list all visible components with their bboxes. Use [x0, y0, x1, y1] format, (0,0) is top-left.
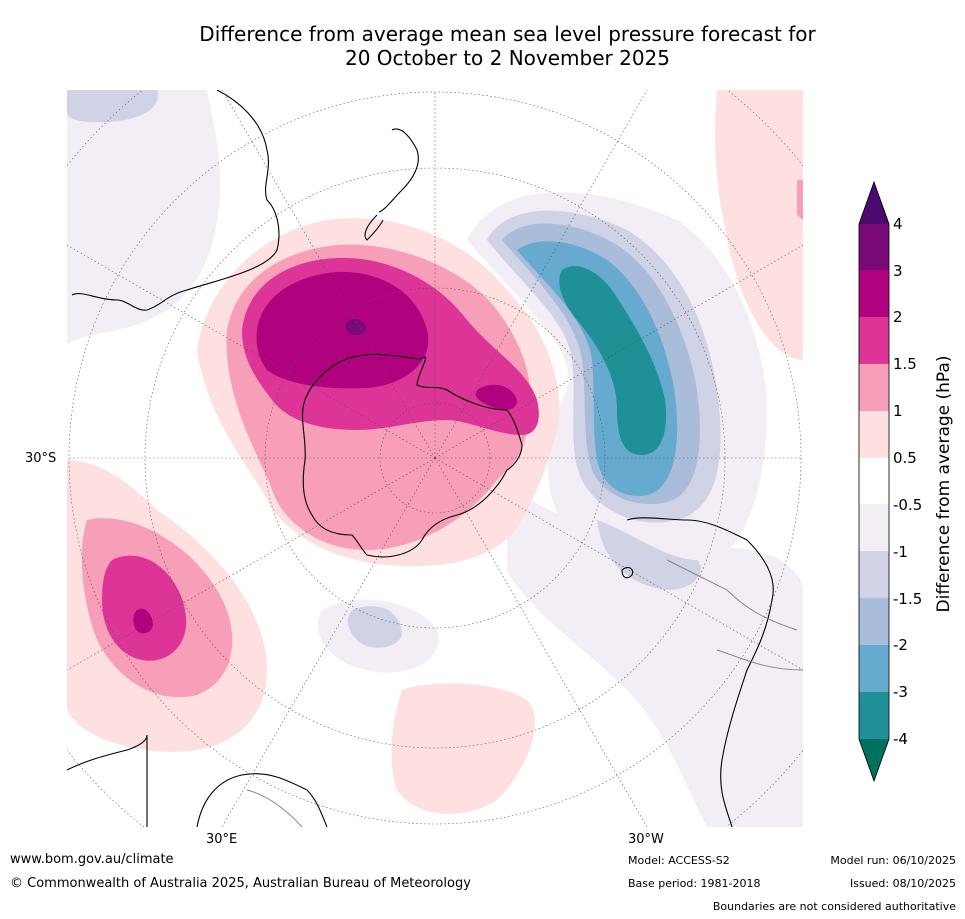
- colorbar-tick-1.5: 1.5: [893, 355, 917, 373]
- disclaimer: Boundaries are not considered authoritat…: [712, 900, 956, 913]
- colorbar-extend-top: [859, 182, 889, 224]
- colorbar-band-3to4: [859, 224, 889, 270]
- colorbar-band-0.5to1: [859, 411, 889, 458]
- boundaries: [246, 559, 803, 827]
- colorbar-band-1.5to2: [859, 317, 889, 364]
- lat-label-30s: 30°S: [25, 451, 57, 466]
- anomaly-neg-region-southeast: [507, 490, 803, 827]
- anomaly-pos-region-west-peak: [133, 608, 153, 634]
- coastlines: [67, 90, 774, 827]
- anomaly-neg-region-nw-deep: [67, 90, 158, 123]
- lon-label-30e: 30°E: [206, 832, 238, 847]
- title-line-2: 20 October to 2 November 2025: [344, 46, 671, 70]
- colorbar-band-neg1.5to2: [859, 598, 889, 645]
- anomaly-pos-region-central-2b: [475, 384, 517, 410]
- colorbar-extend-bottom: [859, 739, 889, 781]
- colorbar-tick-3: 3: [893, 262, 903, 280]
- colorbar-tick-2: 2: [893, 308, 903, 326]
- colorbar: [858, 180, 890, 783]
- website-link[interactable]: www.bom.gov.au/climate: [10, 852, 174, 867]
- anomaly-pos-region-central-3: [345, 319, 366, 336]
- colorbar-band-2to3: [859, 270, 889, 317]
- colorbar-tick-1: 1: [893, 402, 903, 420]
- anomaly-neg-region-east-4: [559, 266, 667, 455]
- colorbar-tick-neg0.5: -0.5: [893, 496, 923, 514]
- graticule: [67, 90, 803, 827]
- base-period: Base period: 1981-2018: [628, 877, 761, 890]
- colorbar-band-neutral: [859, 458, 889, 504]
- colorbar-tick-neg1: -1: [893, 543, 908, 561]
- model-name: Model: ACCESS-S2: [628, 854, 730, 867]
- anomaly-neg-region-south-deep: [347, 606, 402, 648]
- anomaly-pos-region-central-2: [256, 271, 429, 389]
- colorbar-band-neg3to4: [859, 692, 889, 739]
- colorbar-band-neg0.5to1: [859, 504, 889, 551]
- colorbar-tick-neg3: -3: [893, 683, 908, 701]
- model-run-date: Model run: 06/10/2025: [830, 854, 956, 867]
- anomaly-pos-region-west-strong: [102, 555, 187, 661]
- chart-title: Difference from average mean sea level p…: [120, 22, 895, 70]
- colorbar-title: Difference from average (hPa): [934, 355, 954, 613]
- pressure-anomaly-map: [67, 90, 803, 827]
- colorbar-band-neg1to1.5: [859, 551, 889, 598]
- colorbar-tick-neg2: -2: [893, 636, 908, 654]
- anomaly-pos-region-ne-inner: [797, 180, 803, 220]
- colorbar-tick-4: 4: [893, 215, 903, 233]
- issued-date: Issued: 08/10/2025: [849, 877, 956, 890]
- anomaly-neg-region-nw: [67, 90, 221, 345]
- colorbar-band-1to1.5: [859, 364, 889, 411]
- colorbar-tick-neg4: -4: [893, 730, 908, 748]
- colorbar-tick-neg1.5: -1.5: [893, 590, 923, 608]
- anomaly-pos-region-ne: [715, 90, 803, 360]
- anomaly-neg-region-se-deep: [597, 520, 701, 590]
- copyright-text: © Commonwealth of Australia 2025, Austra…: [10, 876, 471, 891]
- lon-label-30w: 30°W: [628, 832, 664, 847]
- colorbar-tick-0.5: 0.5: [893, 449, 917, 467]
- title-line-1: Difference from average mean sea level p…: [199, 22, 816, 46]
- colorbar-band-neg2to3: [859, 645, 889, 692]
- anomaly-pos-region-south: [391, 683, 536, 814]
